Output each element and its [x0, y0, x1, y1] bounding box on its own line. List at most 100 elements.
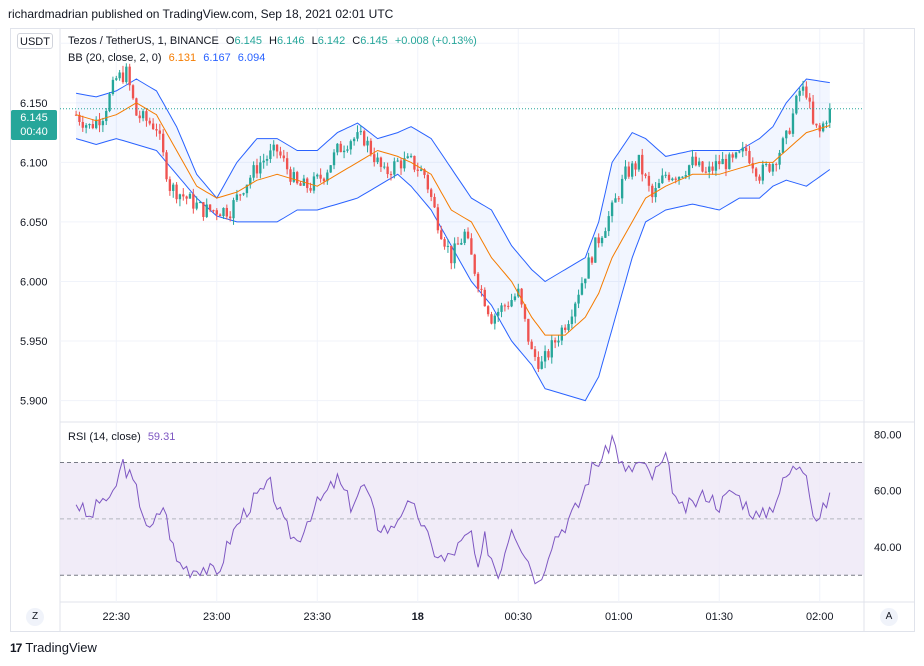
candle-body	[419, 169, 423, 171]
candle-body	[366, 140, 369, 146]
price-tick-label: 6.050	[20, 217, 48, 229]
candle-body	[701, 161, 704, 172]
candle-body	[597, 237, 600, 244]
candle-body	[379, 157, 383, 167]
candles-group	[74, 63, 832, 372]
candle-body	[78, 114, 81, 122]
rsi-tick-label: 40.00	[874, 542, 902, 554]
bb-band-fill	[76, 79, 830, 401]
candle-body	[775, 164, 778, 166]
candle-body	[486, 306, 490, 315]
legend-l-value: 6.142	[317, 35, 346, 47]
candle-body	[235, 194, 239, 201]
candle-body	[222, 207, 225, 217]
price-tick-label: 5.950	[20, 336, 48, 348]
candle-body	[798, 90, 801, 96]
candle-body	[440, 230, 443, 240]
candle-body	[215, 210, 218, 215]
candle-body	[476, 273, 480, 289]
candle-body	[148, 120, 151, 124]
candle-body	[175, 184, 178, 200]
candle-body	[570, 316, 574, 325]
candle-body	[791, 113, 795, 134]
candle-body	[564, 327, 567, 330]
legend-rsi-label: RSI (14, close)	[68, 431, 141, 443]
candle-body	[795, 95, 798, 114]
candle-body	[363, 131, 366, 146]
candle-body	[547, 351, 550, 358]
candle-body	[808, 97, 811, 102]
candle-body	[503, 305, 507, 307]
candle-body	[309, 188, 312, 191]
auto-scale-button[interactable]: A	[880, 608, 898, 626]
candle-body	[436, 207, 440, 231]
candle-body	[131, 85, 135, 99]
candle-body	[718, 161, 721, 165]
candle-body	[269, 150, 272, 160]
candle-body	[754, 168, 758, 177]
candle-body	[520, 288, 523, 305]
candle-body	[811, 101, 815, 124]
candle-body	[788, 130, 791, 134]
candle-body	[446, 245, 450, 247]
candle-body	[396, 160, 399, 162]
tradingview-logo-icon: 17	[10, 640, 22, 655]
candle-body	[600, 237, 604, 244]
candle-body	[155, 129, 158, 131]
candle-body	[121, 72, 125, 83]
candle-body	[151, 123, 155, 130]
candle-body	[537, 356, 540, 369]
candle-body	[560, 327, 564, 341]
candle-body	[389, 174, 393, 176]
candle-body	[661, 175, 664, 184]
candle-body	[279, 151, 282, 156]
candle-body	[510, 299, 513, 307]
time-tick-label: 18	[412, 611, 424, 623]
candle-body	[567, 324, 570, 330]
candle-body	[607, 216, 610, 232]
publisher-caption: richardmadrian published on TradingView.…	[8, 7, 394, 21]
candle-body	[647, 175, 651, 186]
candle-body	[751, 163, 754, 169]
candle-body	[765, 163, 768, 165]
candle-body	[376, 157, 379, 163]
legend-bb-label: BB (20, close, 2, 0)	[68, 52, 162, 64]
candle-body	[714, 161, 718, 171]
candle-body	[162, 133, 165, 153]
legend-bb-basis: 6.131	[168, 52, 197, 64]
candle-body	[255, 165, 259, 174]
tradingview-brand[interactable]: 17 TradingView	[10, 640, 97, 655]
legend-l-label: L	[311, 35, 318, 47]
candle-body	[550, 340, 553, 358]
candle-body	[316, 174, 319, 177]
candle-body	[584, 278, 587, 284]
candle-body	[322, 178, 326, 182]
candle-body	[188, 193, 192, 199]
candle-body	[644, 174, 647, 176]
candle-body	[81, 121, 84, 128]
zoom-button[interactable]: Z	[26, 608, 44, 626]
currency-button[interactable]: USDT	[17, 33, 53, 49]
candle-body	[296, 172, 299, 184]
candle-body	[101, 121, 105, 126]
candle-body	[731, 154, 734, 158]
candle-body	[523, 304, 527, 319]
candle-body	[590, 257, 594, 263]
candle-body	[530, 341, 533, 350]
candle-body	[413, 155, 416, 170]
candle-body	[691, 156, 694, 166]
candle-body	[480, 288, 483, 290]
candle-body	[208, 204, 212, 211]
time-tick-label: 23:30	[304, 611, 332, 623]
candle-body	[406, 156, 409, 159]
legend-h-label: H	[269, 35, 277, 47]
candle-body	[671, 178, 674, 181]
bb-lower-line	[75, 138, 831, 402]
legend-h-value: 6.146	[276, 35, 305, 47]
candle-body	[409, 155, 413, 157]
candle-body	[450, 245, 453, 264]
candle-body	[721, 158, 724, 165]
candle-body	[453, 243, 456, 264]
candle-body	[805, 86, 808, 98]
